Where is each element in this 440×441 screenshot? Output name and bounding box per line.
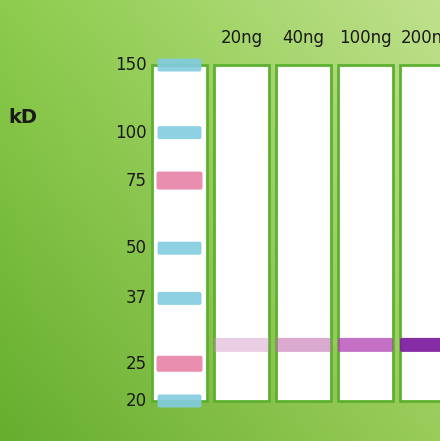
Text: 50: 50 — [126, 239, 147, 257]
Bar — [400, 65, 440, 401]
Bar — [214, 65, 269, 401]
Text: 200ng: 200ng — [401, 29, 440, 47]
FancyBboxPatch shape — [400, 338, 440, 352]
Text: 40ng: 40ng — [282, 29, 324, 47]
FancyBboxPatch shape — [338, 338, 393, 352]
Text: 100: 100 — [115, 123, 147, 142]
Text: 150: 150 — [115, 56, 147, 74]
Text: kD: kD — [8, 108, 37, 127]
Text: 37: 37 — [126, 289, 147, 307]
Text: 25: 25 — [126, 355, 147, 373]
FancyBboxPatch shape — [158, 395, 202, 407]
FancyBboxPatch shape — [276, 338, 331, 352]
FancyBboxPatch shape — [158, 292, 202, 305]
FancyBboxPatch shape — [157, 172, 202, 190]
FancyBboxPatch shape — [158, 126, 202, 139]
Text: 20ng: 20ng — [220, 29, 263, 47]
FancyBboxPatch shape — [158, 59, 202, 71]
Text: 100ng: 100ng — [339, 29, 392, 47]
FancyBboxPatch shape — [214, 338, 269, 352]
Text: 75: 75 — [126, 172, 147, 190]
Bar — [152, 65, 207, 401]
Bar — [276, 65, 331, 401]
FancyBboxPatch shape — [157, 356, 202, 372]
Bar — [338, 65, 393, 401]
Text: 20: 20 — [126, 392, 147, 410]
FancyBboxPatch shape — [158, 242, 202, 255]
